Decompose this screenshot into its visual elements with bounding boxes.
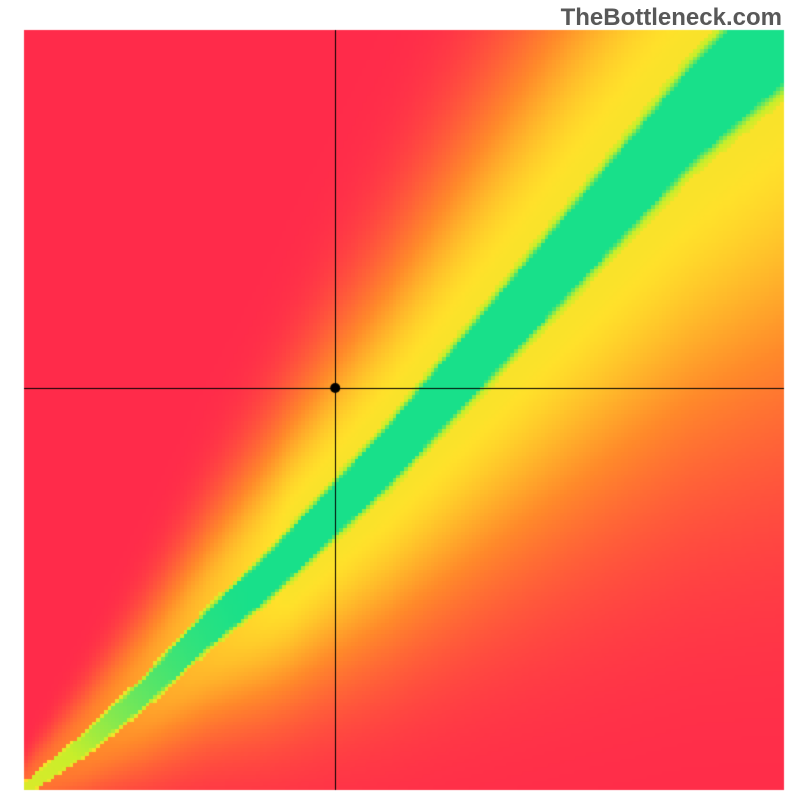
- watermark-text: TheBottleneck.com: [561, 4, 782, 32]
- heatmap-canvas: [0, 0, 800, 800]
